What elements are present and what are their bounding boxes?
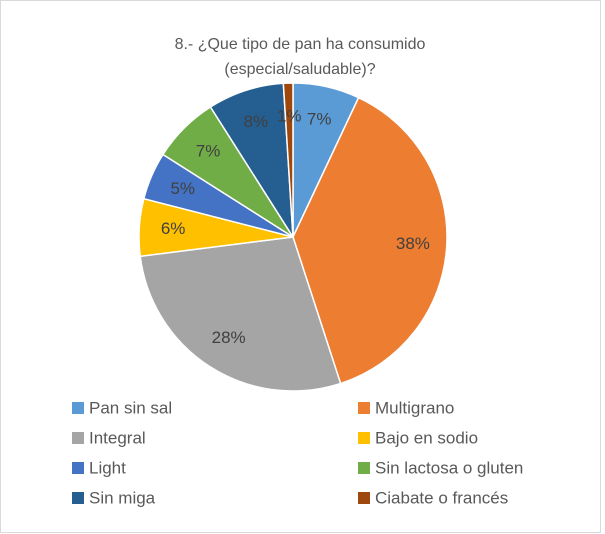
data-label: 7% [307, 109, 332, 128]
data-label: 1% [277, 106, 302, 125]
legend-swatch [358, 402, 370, 414]
pie-slice [282, 82, 294, 238]
legend-label: Ciabate o francés [375, 488, 508, 507]
legend-swatch [72, 402, 84, 414]
legend-label: Pan sin sal [89, 398, 172, 417]
legend-label: Light [89, 458, 126, 477]
data-label: 38% [396, 234, 430, 253]
legend-swatch [358, 492, 370, 504]
legend-label: Sin lactosa o gluten [375, 458, 523, 477]
legend-label: Sin miga [89, 488, 156, 507]
data-label: 6% [161, 219, 186, 238]
legend-label: Multigrano [375, 398, 454, 417]
legend-swatch [72, 432, 84, 444]
legend-swatch [358, 462, 370, 474]
pie-slice [292, 96, 448, 385]
chart-title: 8.- ¿Que tipo de pan ha consumido (espec… [174, 36, 426, 78]
legend-swatch [358, 432, 370, 444]
data-label: 5% [170, 179, 195, 198]
legend-label: Integral [89, 428, 146, 447]
pie-slice [139, 236, 342, 392]
legend-swatch [72, 462, 84, 474]
data-label: 28% [212, 328, 246, 347]
data-label: 8% [244, 112, 269, 131]
legend-label: Bajo en sodio [375, 428, 478, 447]
data-label: 7% [196, 142, 221, 161]
legend-swatch [72, 492, 84, 504]
